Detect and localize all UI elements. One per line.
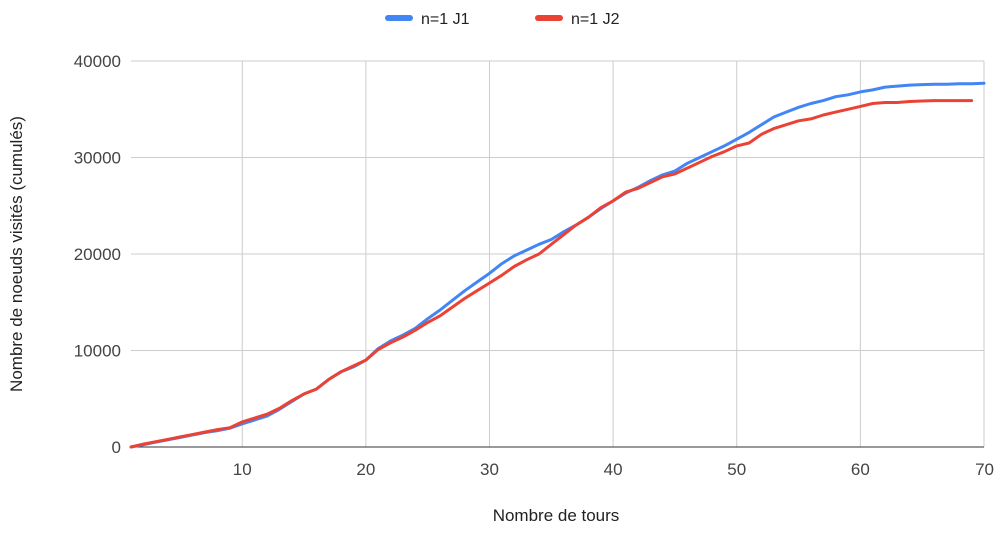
y-tick-label: 30000: [74, 149, 121, 168]
y-tick-label: 10000: [74, 342, 121, 361]
x-tick-label: 70: [975, 460, 994, 479]
legend-item-1: n=1 J1: [385, 11, 470, 28]
x-tick-label: 50: [727, 460, 746, 479]
legend: n=1 J1 n=1 J2: [385, 11, 620, 28]
y-tick-label: 20000: [74, 245, 121, 264]
y-tick-label: 0: [112, 438, 121, 457]
x-tick-label: 20: [356, 460, 375, 479]
x-tick-label: 40: [604, 460, 623, 479]
grid-layer: [131, 60, 985, 447]
legend-label: n=1 J1: [421, 11, 470, 28]
series-line-2: [129, 99, 974, 449]
x-tick-label: 10: [233, 460, 252, 479]
axis-layer: 0 10000 20000 30000 40000 10 20 30 40 50 60 70: [74, 52, 994, 479]
x-tick-label: 30: [480, 460, 499, 479]
series-layer: [129, 81, 986, 449]
y-tick-label: 40000: [74, 52, 121, 71]
x-tick-label: 60: [851, 460, 870, 479]
legend-item-2: n=1 J2: [535, 11, 620, 28]
series-line-1: [129, 81, 986, 449]
legend-label: n=1 J2: [571, 11, 620, 28]
x-axis-title: Nombre de tours: [493, 506, 620, 525]
y-axis-title: Nombre de noeuds visités (cumulés): [7, 116, 26, 392]
